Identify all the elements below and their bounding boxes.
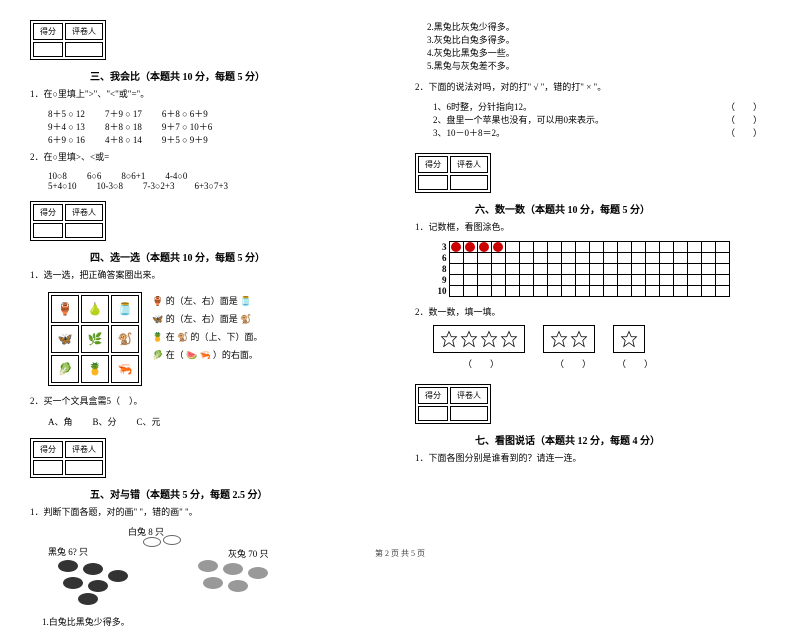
star-icon xyxy=(550,330,568,348)
q4-2: 2．买一个文具盒需5（ ）。 xyxy=(30,394,385,408)
cmp-item: 10○8 xyxy=(48,171,67,181)
cmp-item: 9＋5 ○ 9＋9 xyxy=(162,133,208,146)
rabbit-figure: 白兔 8 只 黑兔 6? 只 灰兔 70 只 xyxy=(48,525,385,615)
page-footer: 第 2 页 共 5 页 xyxy=(0,548,800,559)
paren: （ ） xyxy=(547,357,599,370)
picture-statements: 🏺 的（左、右）面是 🫙 🦋 的（左、右）面是 🐒 🍍 在 🐒 的（上、下）面。… xyxy=(152,292,262,364)
cmp-item: 8○6+1 xyxy=(121,171,145,181)
cmp-item: 6＋8 ○ 6＋9 xyxy=(162,107,208,120)
tf-1: 1、6时整，分针指向12。 xyxy=(433,100,532,113)
grader-label: 评卷人 xyxy=(65,23,103,40)
star-box-4 xyxy=(433,325,525,353)
star-icon xyxy=(500,330,518,348)
paren: （ ） xyxy=(726,113,762,126)
score-box-5: 得分评卷人 xyxy=(30,438,106,478)
q6-2: 2．数一数，填一填。 xyxy=(415,305,770,319)
cmp-item: 6＋9 ○ 16 xyxy=(48,133,85,146)
cmp-item: 8＋8 ○ 18 xyxy=(105,120,142,133)
cmp-item: 7＋9 ○ 17 xyxy=(105,107,142,120)
paren: （ ） xyxy=(433,357,529,370)
q7-1: 1．下面各图分别是谁看到的？请连一连。 xyxy=(415,451,770,465)
paren: （ ） xyxy=(726,100,762,113)
score-label: 得分 xyxy=(33,23,63,40)
white-rabbit-label: 白兔 8 只 xyxy=(128,525,164,538)
stmt-3: 3.灰兔比白兔多得多。 xyxy=(427,33,770,46)
score-box-3: 得分评卷人 xyxy=(30,20,106,60)
cmp-item: 9＋4 ○ 13 xyxy=(48,120,85,133)
q4-1: 1．选一选，把正确答案圈出来。 xyxy=(30,268,385,282)
cmp-item: 9＋7 ○ 10＋6 xyxy=(162,120,212,133)
stmt-5: 5.黑兔与灰兔差不多。 xyxy=(427,59,770,72)
stmt-1: 1.白兔比黑兔少得多。 xyxy=(42,615,385,628)
q6-1: 1．记数框，看图涂色。 xyxy=(415,220,770,234)
cmp-item: 8＋5 ○ 12 xyxy=(48,107,85,120)
q5-1: 1．判断下面各题，对的画" "，错的画" "。 xyxy=(30,505,385,519)
right-column: 2.黑兔比灰兔少得多。 3.灰兔比白兔多得多。 4.灰兔比黑兔多一些。 5.黑兔… xyxy=(415,20,770,628)
picture-grid: 🏺🍐🫙 🦋🌿🐒 🥬🍍🦐 xyxy=(48,292,142,386)
section-4-title: 四、选一选（本题共 10 分，每题 5 分） xyxy=(90,249,385,264)
paren: （ ） xyxy=(726,126,762,139)
star-icon xyxy=(460,330,478,348)
tf-question: 2．下面的说法对吗，对的打" √ "，错的打" × "。 xyxy=(415,80,770,94)
cmp-item: 6+3○7+3 xyxy=(194,181,228,191)
left-column: 得分评卷人 三、我会比（本题共 10 分，每题 5 分） 1．在○里填上">"、… xyxy=(30,20,385,628)
opt-c: C、元 xyxy=(137,415,161,428)
star-icon xyxy=(570,330,588,348)
score-box-4: 得分评卷人 xyxy=(30,201,106,241)
stars-row xyxy=(433,325,770,353)
opt-b: B、分 xyxy=(93,415,117,428)
tf-2: 2、盘里一个苹果也没有，可以用0来表示。 xyxy=(433,113,604,126)
cmp-item: 4＋8 ○ 14 xyxy=(105,133,142,146)
q3-2: 2．在○里填>、<或= xyxy=(30,150,385,164)
section-5-title: 五、对与错（本题共 5 分，每题 2.5 分） xyxy=(90,486,385,501)
score-box-7: 得分评卷人 xyxy=(415,384,491,424)
stmt-4: 4.灰兔比黑兔多一些。 xyxy=(427,46,770,59)
count-table: 368910 xyxy=(433,241,730,297)
star-box-2 xyxy=(543,325,595,353)
star-box-1 xyxy=(613,325,645,353)
cmp-item: 4-4○0 xyxy=(165,171,187,181)
star-icon xyxy=(440,330,458,348)
star-icon xyxy=(480,330,498,348)
section-6-title: 六、数一数（本题共 10 分，每题 5 分） xyxy=(475,201,770,216)
star-icon xyxy=(620,330,638,348)
cmp-item: 7-3○2+3 xyxy=(143,181,175,191)
paren: （ ） xyxy=(617,357,649,370)
opt-a: A、角 xyxy=(48,415,73,428)
stmt-2: 2.黑兔比灰兔少得多。 xyxy=(427,20,770,33)
cmp-item: 5+4○10 xyxy=(48,181,77,191)
section-3-title: 三、我会比（本题共 10 分，每题 5 分） xyxy=(90,68,385,83)
tf-3: 3、10－0＋8＝2。 xyxy=(433,126,505,139)
section-7-title: 七、看图说话（本题共 12 分，每题 4 分） xyxy=(475,432,770,447)
cmp-item: 10-3○8 xyxy=(97,181,123,191)
score-box-6: 得分评卷人 xyxy=(415,153,491,193)
cmp-item: 6○6 xyxy=(87,171,101,181)
q3-1: 1．在○里填上">"、"<"或"="。 xyxy=(30,87,385,101)
